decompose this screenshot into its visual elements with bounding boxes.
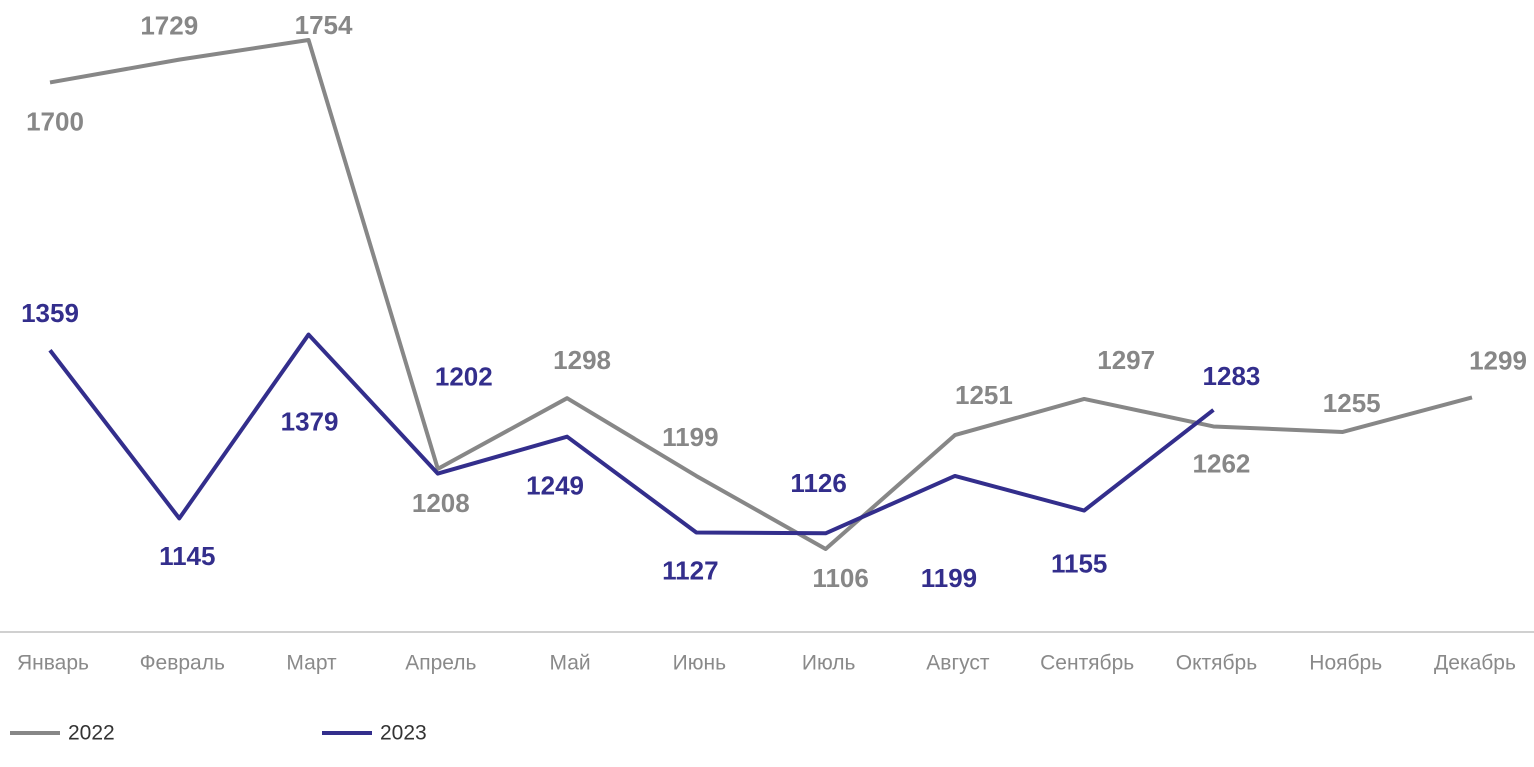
data-label: 1700 (26, 106, 84, 136)
data-label: 1202 (435, 361, 493, 391)
legend-label: 2023 (380, 722, 427, 745)
series-line (48, 332, 1215, 536)
x-tick-label: Март (286, 652, 337, 675)
data-label: 1379 (281, 406, 339, 436)
x-tick-label: Февраль (140, 652, 225, 675)
series-line (49, 38, 1473, 551)
data-label: 1299 (1469, 345, 1527, 375)
x-tick-label: Ноябрь (1309, 652, 1382, 675)
x-tick-label: Июль (802, 652, 856, 675)
data-label: 1199 (662, 422, 718, 452)
data-label: 1127 (662, 555, 718, 585)
x-tick-label: Июнь (673, 652, 726, 675)
x-tick-label: Октябрь (1176, 652, 1257, 675)
data-label: 1251 (955, 380, 1013, 410)
x-tick-label: Сентябрь (1040, 652, 1134, 675)
data-label: 1208 (412, 488, 470, 518)
data-label: 1249 (526, 471, 584, 501)
data-label: 1106 (812, 563, 868, 593)
x-tick-label: Январь (17, 652, 89, 675)
data-label: 1199 (921, 563, 977, 593)
data-label: 1155 (1051, 548, 1107, 578)
data-label: 1262 (1193, 448, 1251, 478)
data-label: 1297 (1097, 345, 1155, 375)
data-label: 1145 (159, 541, 215, 571)
data-label: 1729 (140, 11, 198, 41)
data-label: 1283 (1203, 361, 1261, 391)
data-label: 1298 (553, 345, 611, 375)
x-tick-label: Апрель (405, 652, 476, 675)
x-tick-label: Август (926, 652, 990, 675)
legend-label: 2022 (68, 722, 115, 745)
x-tick-label: Декабрь (1434, 652, 1516, 675)
data-label: 1359 (21, 298, 79, 328)
data-label: 1126 (790, 468, 846, 498)
data-label: 1754 (295, 10, 353, 40)
x-tick-label: Май (550, 652, 591, 675)
data-label: 1255 (1323, 388, 1381, 418)
